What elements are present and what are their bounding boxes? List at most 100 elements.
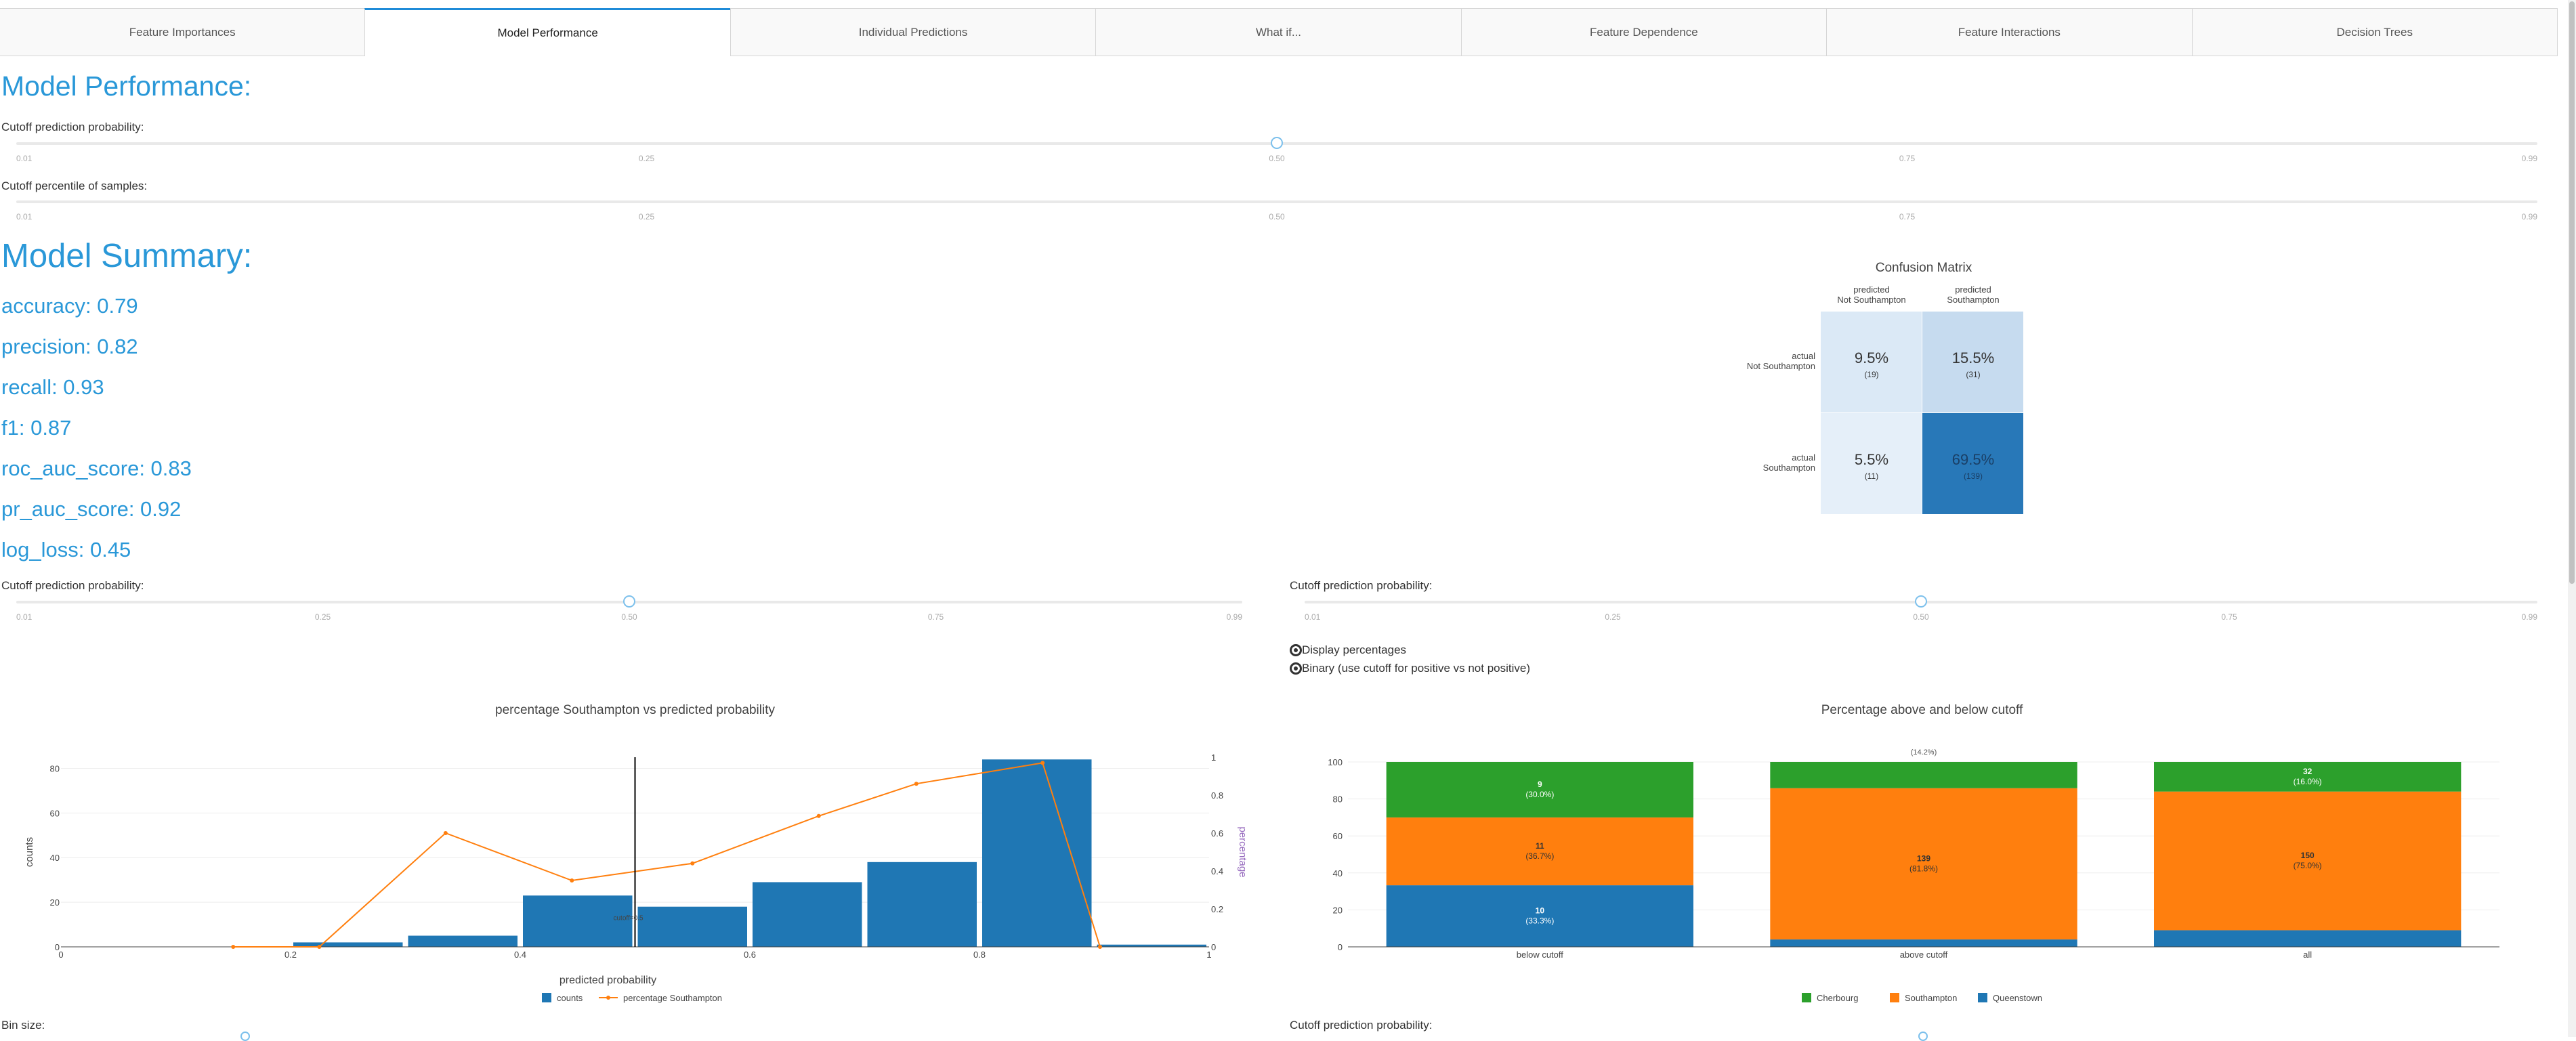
y-tick-label: 40 bbox=[1333, 868, 1343, 878]
tab-model-performance[interactable]: Model Performance bbox=[364, 8, 731, 56]
cm-row-label: actual bbox=[1792, 452, 1815, 463]
cutoff-slider-3[interactable]: 0.01 0.25 0.50 0.75 0.99 bbox=[1305, 593, 2537, 622]
bar-data-label: 11 bbox=[1536, 841, 1544, 851]
bar-data-label: (75.0%) bbox=[2294, 861, 2322, 870]
bin-size-label: Bin size: bbox=[1, 1019, 45, 1032]
slider-tick-label: 0.99 bbox=[2521, 612, 2537, 622]
stacked-bar-queenstown bbox=[1770, 939, 2077, 947]
legend-label: Queenstown bbox=[1993, 993, 2042, 1003]
cm-cell-count: (31) bbox=[1966, 370, 1980, 379]
bar-data-label: 9 bbox=[1538, 780, 1542, 789]
legend-swatch bbox=[1890, 993, 1899, 1002]
metric-log_loss: log_loss: 0.45 bbox=[1, 538, 131, 561]
percentage-point bbox=[1040, 761, 1045, 765]
x-tick-label: 0.4 bbox=[514, 950, 526, 960]
radio-display-percentages[interactable]: Display percentages bbox=[1290, 643, 1406, 657]
y-axis-title: counts bbox=[24, 837, 35, 867]
y2-tick-label: 0.2 bbox=[1211, 904, 1223, 914]
count-bar bbox=[1097, 944, 1206, 947]
slider-handle[interactable] bbox=[623, 595, 635, 608]
y-tick-label: 0 bbox=[1338, 942, 1343, 952]
cm-cell bbox=[1821, 312, 1922, 412]
count-bar bbox=[982, 759, 1092, 947]
count-bar bbox=[637, 906, 747, 947]
radio-icon[interactable] bbox=[1290, 662, 1302, 675]
bar-data-label: 10 bbox=[1536, 906, 1545, 916]
cm-row-label: Southampton bbox=[1763, 463, 1815, 473]
percentile-slider[interactable]: 0.01 0.25 0.50 0.75 0.99 bbox=[16, 193, 2537, 221]
x-tick-label: 0 bbox=[58, 950, 63, 960]
x-tick-label: above cutoff bbox=[1900, 950, 1948, 960]
slider-rail[interactable] bbox=[16, 200, 2537, 203]
scrollbar[interactable] bbox=[2568, 0, 2576, 1037]
cm-row-label: actual bbox=[1792, 351, 1815, 361]
y-tick-label: 40 bbox=[50, 853, 60, 863]
percentage-point bbox=[570, 878, 574, 883]
metric-f1: f1: 0.87 bbox=[1, 416, 72, 440]
percentage-point bbox=[1097, 945, 1102, 949]
tab-feature-interactions[interactable]: Feature Interactions bbox=[1826, 8, 2193, 56]
cutoff-label-3: Cutoff prediction probability: bbox=[1290, 579, 1433, 592]
bin-size-slider-handle[interactable] bbox=[240, 1032, 250, 1041]
cm-col-label: Not Southampton bbox=[1837, 295, 1905, 305]
cutoff-slider[interactable]: 0.01 0.25 0.50 0.75 0.99 bbox=[16, 135, 2537, 163]
radio-icon[interactable] bbox=[1290, 644, 1302, 656]
metric-roc_auc_score: roc_auc_score: 0.83 bbox=[1, 456, 192, 480]
cm-cell-count: (139) bbox=[1964, 471, 1983, 481]
tab-individual-predictions[interactable]: Individual Predictions bbox=[730, 8, 1097, 56]
slider-tick-label: 0.50 bbox=[1269, 212, 1285, 221]
scrollbar-thumb[interactable] bbox=[2569, 1, 2575, 584]
slider-tick-label: 0.50 bbox=[1913, 612, 1929, 622]
cm-col-label: Southampton bbox=[1947, 295, 1999, 305]
slider-handle[interactable] bbox=[1271, 137, 1283, 149]
cutoff-label-2: Cutoff prediction probability: bbox=[1, 579, 144, 592]
tab-what-if[interactable]: What if... bbox=[1095, 8, 1462, 56]
bar-overflow-label: (14.2%) bbox=[1911, 748, 1937, 757]
cutoff-stacked-chart: 0 20 40 60 80 100 10(33.3%) 11(36.7%) 9(30.0%) be… bbox=[1328, 748, 2499, 1003]
tab-decision-trees[interactable]: Decision Trees bbox=[2191, 8, 2558, 56]
y2-tick-label: 0.6 bbox=[1211, 828, 1223, 838]
slider-tick-label: 0.75 bbox=[1899, 154, 1916, 163]
right-chart-title: Percentage above and below cutoff bbox=[1821, 703, 2023, 717]
slider-handle[interactable] bbox=[1915, 595, 1927, 608]
slider-tick-label: 0.75 bbox=[2221, 612, 2237, 622]
cm-col-label: predicted bbox=[1955, 284, 1991, 295]
radio-binary[interactable]: Binary (use cutoff for positive vs not p… bbox=[1290, 662, 1530, 675]
cm-cell-pct: 15.5% bbox=[1952, 349, 1994, 366]
y-tick-label: 80 bbox=[1333, 794, 1343, 805]
tab-feature-importances[interactable]: Feature Importances bbox=[0, 8, 366, 56]
legend-label: percentage Southampton bbox=[623, 993, 722, 1003]
stacked-bar-cherbourg bbox=[2154, 762, 2462, 792]
model-summary-heading: Model Summary: bbox=[1, 238, 253, 274]
percentage-point bbox=[443, 831, 448, 835]
cm-row-label: Not Southampton bbox=[1747, 361, 1815, 371]
y-tick-label: 60 bbox=[1333, 831, 1343, 841]
y2-tick-label: 1 bbox=[1211, 752, 1216, 763]
y2-tick-label: 0 bbox=[1211, 942, 1216, 952]
cm-cell-count: (11) bbox=[1865, 471, 1878, 481]
metric-pr_auc_score: pr_auc_score: 0.92 bbox=[1, 497, 182, 521]
cm-cell-pct: 9.5% bbox=[1855, 349, 1888, 366]
cutoff-annotation: cutoff=0.5 bbox=[613, 914, 643, 922]
stacked-bar-queenstown bbox=[2154, 930, 2462, 947]
legend-label: Cherbourg bbox=[1817, 993, 1858, 1003]
cutoff-slider-handle-4[interactable] bbox=[1918, 1032, 1928, 1041]
y-tick-label: 60 bbox=[50, 808, 60, 818]
slider-tick-label: 0.50 bbox=[1269, 154, 1285, 163]
bar-data-label: 150 bbox=[2301, 851, 2315, 860]
cutoff-slider-2[interactable]: 0.01 0.25 0.50 0.75 0.99 bbox=[16, 593, 1242, 622]
metric-accuracy: accuracy: 0.79 bbox=[1, 294, 138, 318]
bar-data-label: 32 bbox=[2303, 767, 2313, 776]
count-bar bbox=[293, 942, 403, 947]
bar-data-label: (33.3%) bbox=[1525, 916, 1554, 926]
legend-swatch bbox=[1802, 993, 1811, 1002]
slider-tick-label: 0.75 bbox=[927, 612, 944, 622]
bar-data-label: (36.7%) bbox=[1525, 851, 1554, 861]
tab-feature-dependence[interactable]: Feature Dependence bbox=[1460, 8, 1828, 56]
count-bar bbox=[753, 882, 862, 947]
y-tick-label: 20 bbox=[1333, 905, 1343, 915]
bar-data-label: (30.0%) bbox=[1525, 790, 1554, 799]
radio-label-percentages: Display percentages bbox=[1302, 643, 1407, 656]
x-tick-label: 0.6 bbox=[744, 950, 756, 960]
